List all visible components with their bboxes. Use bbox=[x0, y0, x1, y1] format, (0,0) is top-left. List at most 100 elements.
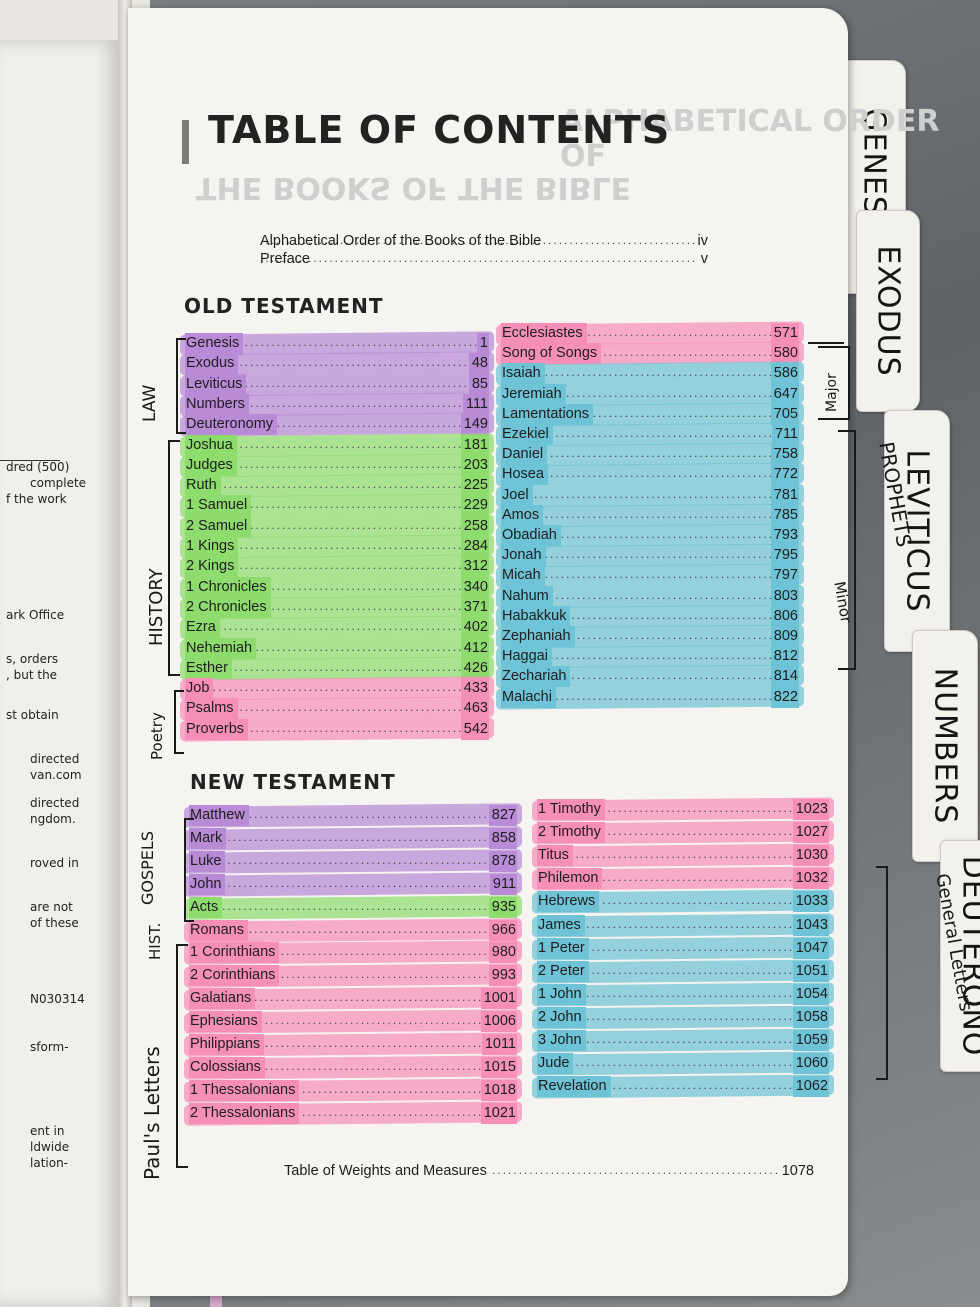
book-entry[interactable]: ........................................… bbox=[496, 684, 804, 710]
book-entry[interactable]: ........................................… bbox=[532, 1051, 834, 1076]
tab-leviticus[interactable]: LEVITICUS bbox=[884, 410, 950, 652]
book-entry[interactable]: ........................................… bbox=[180, 595, 494, 620]
book-name: 1 Samuel bbox=[186, 496, 251, 516]
book-entry[interactable]: ........................................… bbox=[532, 843, 834, 868]
old-testament-heading: OLD TESTAMENT bbox=[184, 294, 384, 318]
bracket-major bbox=[818, 346, 850, 420]
book-entry[interactable]: ........................................… bbox=[184, 1100, 522, 1126]
book-page: 647 bbox=[771, 384, 798, 404]
book-name: Habakkuk bbox=[502, 606, 570, 626]
book-entry[interactable]: ........................................… bbox=[180, 656, 494, 681]
book-name: 2 Kings bbox=[186, 557, 238, 577]
book-entry[interactable]: ........................................… bbox=[184, 1032, 522, 1057]
book-entry[interactable]: ........................................… bbox=[180, 473, 494, 498]
book-entry[interactable]: ........................................… bbox=[180, 676, 494, 701]
book-entry[interactable]: ........................................… bbox=[496, 402, 804, 427]
front-matter-entry[interactable]: ........................................… bbox=[260, 250, 708, 269]
book-page: 795 bbox=[771, 546, 798, 566]
front-matter-page: iv bbox=[694, 232, 708, 251]
book-entry[interactable]: ........................................… bbox=[496, 422, 804, 447]
tab-numbers[interactable]: NUMBERS bbox=[912, 630, 978, 862]
book-entry[interactable]: ........................................… bbox=[532, 959, 834, 984]
book-entry[interactable]: ........................................… bbox=[532, 820, 834, 845]
front-matter-entry[interactable]: ........................................… bbox=[260, 232, 708, 251]
book-entry[interactable]: ........................................… bbox=[496, 523, 804, 548]
book-entry[interactable]: ........................................… bbox=[180, 493, 494, 519]
book-entry[interactable]: ........................................… bbox=[532, 797, 834, 822]
book-entry[interactable]: ........................................… bbox=[184, 940, 522, 966]
book-page: 1006 bbox=[481, 1012, 516, 1032]
book-page: 580 bbox=[771, 344, 798, 364]
left-page-text: complete bbox=[30, 476, 87, 490]
book-entry[interactable]: ........................................… bbox=[184, 849, 522, 874]
tab-exodus[interactable]: EXODUS bbox=[856, 210, 920, 412]
book-entry[interactable]: ........................................… bbox=[184, 1009, 522, 1034]
book-entry[interactable]: ........................................… bbox=[180, 635, 494, 661]
book-entry[interactable]: ........................................… bbox=[184, 1055, 522, 1080]
book-entry[interactable]: ........................................… bbox=[180, 371, 494, 397]
book-entry[interactable]: ........................................… bbox=[496, 664, 804, 690]
book-entry[interactable]: ........................................… bbox=[532, 1005, 834, 1030]
book-entry[interactable]: ........................................… bbox=[184, 894, 522, 920]
weights-measures-entry[interactable]: ........................................… bbox=[284, 1162, 814, 1181]
ghost-heading-bottom: THE BOOKS OF THE BIBLE bbox=[196, 170, 632, 205]
book-entry[interactable]: ........................................… bbox=[532, 912, 834, 938]
book-entry[interactable]: ........................................… bbox=[180, 412, 494, 437]
book-entry[interactable]: ........................................… bbox=[532, 1028, 834, 1053]
book-entry[interactable]: ........................................… bbox=[180, 432, 494, 458]
book-entry[interactable]: ........................................… bbox=[180, 696, 494, 722]
book-page: 1060 bbox=[793, 1054, 828, 1074]
book-entry[interactable]: ........................................… bbox=[184, 871, 522, 897]
leader-dots: ........................................… bbox=[502, 648, 798, 663]
book-entry[interactable]: ........................................… bbox=[496, 604, 804, 629]
book-entry[interactable]: ........................................… bbox=[496, 644, 804, 669]
left-page-text: lation- bbox=[30, 1156, 69, 1170]
book-entry[interactable]: ........................................… bbox=[180, 392, 494, 417]
leader-dots: ........................................… bbox=[502, 567, 798, 582]
book-entry[interactable]: ........................................… bbox=[532, 1074, 834, 1099]
book-entry[interactable]: ........................................… bbox=[496, 482, 804, 508]
book-entry[interactable]: ........................................… bbox=[496, 341, 804, 366]
book-entry[interactable]: ........................................… bbox=[496, 442, 804, 467]
book-entry[interactable]: ........................................… bbox=[532, 982, 834, 1007]
book-entry[interactable]: ........................................… bbox=[184, 1078, 522, 1103]
book-page: 966 bbox=[489, 920, 516, 940]
book-entry[interactable]: ........................................… bbox=[184, 963, 522, 989]
book-entry[interactable]: ........................................… bbox=[180, 534, 494, 559]
book-entry[interactable]: ........................................… bbox=[180, 453, 494, 478]
book-entry[interactable]: ........................................… bbox=[496, 563, 804, 589]
annotation-history: HISTORY bbox=[146, 568, 167, 646]
book-entry[interactable]: ........................................… bbox=[496, 624, 804, 649]
book-entry[interactable]: ........................................… bbox=[180, 574, 494, 600]
leader-dots: ........................................… bbox=[538, 824, 828, 839]
book-entry[interactable]: ........................................… bbox=[180, 331, 494, 356]
book-entry[interactable]: ........................................… bbox=[184, 803, 522, 828]
book-entry[interactable]: ........................................… bbox=[496, 583, 804, 609]
book-entry[interactable]: ........................................… bbox=[532, 936, 834, 961]
book-entry[interactable]: ........................................… bbox=[180, 615, 494, 640]
book-entry[interactable]: ........................................… bbox=[184, 986, 522, 1011]
book-entry[interactable]: ........................................… bbox=[180, 514, 494, 539]
book-name: 2 John bbox=[538, 1007, 585, 1027]
book-entry[interactable]: ........................................… bbox=[184, 826, 522, 851]
book-entry[interactable]: ........................................… bbox=[496, 321, 804, 346]
book-entry[interactable]: ........................................… bbox=[180, 351, 494, 376]
book-entry[interactable]: ........................................… bbox=[496, 361, 804, 387]
left-page-text: f the work bbox=[6, 492, 67, 506]
book-page: 433 bbox=[461, 679, 488, 699]
book-entry[interactable]: ........................................… bbox=[184, 917, 522, 943]
book-entry[interactable]: ........................................… bbox=[180, 717, 494, 742]
book-name: Proverbs bbox=[186, 719, 248, 739]
book-entry[interactable]: ........................................… bbox=[496, 462, 804, 488]
book-entry[interactable]: ........................................… bbox=[532, 889, 834, 914]
leader-dots: ........................................… bbox=[186, 355, 488, 370]
book-name: 2 Timothy bbox=[538, 823, 604, 843]
book-entry[interactable]: ........................................… bbox=[180, 554, 494, 579]
tab-deuteronomy[interactable]: DEUTERONO bbox=[940, 840, 980, 1072]
book-entry[interactable]: ........................................… bbox=[532, 866, 834, 891]
leader-dots: ........................................… bbox=[502, 688, 798, 703]
book-entry[interactable]: ........................................… bbox=[496, 503, 804, 528]
book-entry[interactable]: ........................................… bbox=[496, 381, 804, 407]
book-page: 1021 bbox=[481, 1103, 516, 1123]
book-entry[interactable]: ........................................… bbox=[496, 543, 804, 568]
